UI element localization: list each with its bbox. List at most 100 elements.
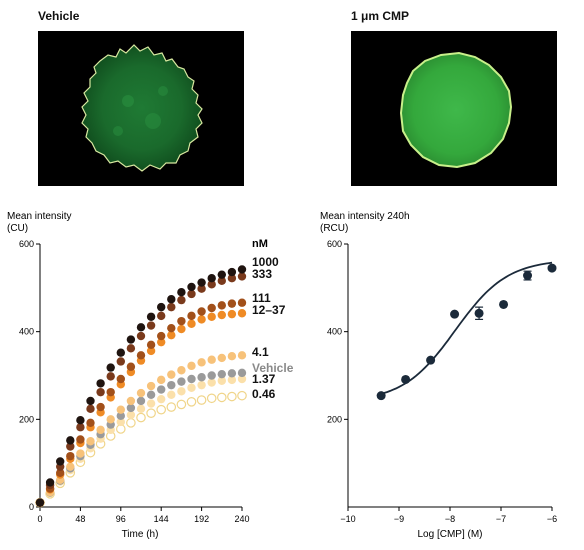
data-point	[66, 436, 75, 445]
right-x-tick-label: −8	[445, 514, 455, 524]
data-point	[177, 387, 186, 396]
data-point	[66, 451, 75, 461]
data-point	[146, 399, 156, 408]
data-point	[76, 435, 85, 444]
dose-point	[450, 309, 460, 319]
data-point	[106, 363, 115, 372]
series-1000	[35, 265, 247, 507]
data-point	[116, 357, 126, 366]
dose-point	[426, 355, 436, 365]
series-label: 1000	[252, 255, 279, 269]
left-xlabel: Time (h)	[122, 529, 159, 540]
data-point	[156, 404, 166, 415]
data-point	[116, 417, 126, 427]
data-point	[197, 278, 206, 287]
data-point	[136, 323, 146, 332]
data-point	[207, 378, 216, 387]
series-4-1	[35, 351, 247, 507]
series-label: 1.37	[252, 372, 276, 386]
dose-response-svg: Mean intensity 240h (RCU) Log [CMP] (M) …	[320, 211, 557, 540]
data-point	[45, 478, 55, 487]
data-point	[86, 437, 95, 446]
data-point	[116, 411, 126, 421]
data-point	[227, 352, 237, 361]
data-point	[157, 311, 166, 321]
data-point	[157, 302, 166, 312]
dose-point	[474, 308, 484, 318]
data-point	[237, 390, 247, 401]
data-point	[66, 442, 75, 451]
data-point	[167, 295, 176, 304]
data-point	[227, 369, 237, 378]
dose-point	[376, 391, 386, 401]
data-point	[126, 362, 136, 371]
series-label: 12–37	[252, 303, 286, 317]
data-point	[206, 393, 217, 404]
data-point	[157, 385, 166, 394]
dose-point	[401, 374, 411, 384]
data-point	[217, 301, 226, 310]
data-point	[227, 299, 237, 308]
time-course-chart: Mean intensity (CU) nM Time (h) 0 48 96 144…	[0, 205, 300, 545]
data-point	[157, 331, 166, 341]
data-point	[187, 374, 196, 384]
data-point	[227, 375, 237, 385]
data-point	[96, 387, 105, 397]
data-point	[187, 383, 196, 392]
dose-response-chart: Mean intensity 240h (RCU) Log [CMP] (M) …	[300, 205, 584, 545]
data-point	[35, 498, 45, 507]
data-point	[176, 399, 187, 410]
vehicle-cell-image	[38, 31, 244, 186]
data-point	[157, 375, 166, 385]
dose-point	[499, 299, 509, 309]
data-point	[167, 323, 176, 333]
series-label: 111	[252, 291, 271, 305]
data-point	[106, 415, 115, 424]
data-point	[187, 361, 196, 371]
data-point	[146, 381, 156, 391]
data-point	[146, 390, 156, 399]
data-point	[217, 392, 227, 403]
data-point	[186, 397, 197, 407]
data-point	[116, 348, 126, 357]
data-point	[126, 344, 136, 353]
right-y-tick-label: 600	[327, 239, 342, 249]
data-point	[86, 418, 95, 428]
data-point	[207, 371, 216, 380]
right-x-tick-label: −10	[340, 514, 355, 524]
data-point	[157, 394, 166, 404]
left-x-tick-label: 0	[37, 514, 42, 524]
data-point	[56, 468, 65, 478]
data-point	[227, 391, 237, 402]
data-point	[76, 449, 85, 458]
time-course-svg: Mean intensity (CU) nM Time (h) 0 48 96 144…	[7, 211, 294, 540]
data-point	[126, 410, 136, 420]
data-point	[116, 405, 126, 414]
data-point	[86, 396, 95, 406]
left-x-tick-label: 96	[116, 514, 126, 524]
data-point	[196, 395, 207, 405]
data-point	[217, 353, 226, 363]
data-point	[116, 374, 126, 384]
data-point	[106, 372, 115, 381]
left-y-tick-label: 200	[19, 414, 34, 424]
data-point	[166, 402, 177, 412]
data-point	[106, 387, 115, 397]
data-point	[217, 270, 226, 279]
data-point	[207, 355, 216, 364]
data-point	[217, 376, 226, 385]
data-point	[187, 319, 196, 328]
right-x-tick-label: −7	[496, 514, 506, 524]
data-point	[227, 309, 237, 319]
right-ylabel-line2: (RCU)	[320, 223, 348, 234]
data-point	[227, 273, 237, 283]
right-x-tick-label: −9	[394, 514, 404, 524]
data-point	[237, 309, 247, 318]
data-point	[197, 380, 206, 390]
right-y-tick-label: 200	[327, 414, 342, 424]
data-point	[177, 295, 186, 305]
data-point	[66, 462, 75, 471]
data-point	[197, 284, 206, 293]
data-point	[187, 311, 196, 321]
data-point	[237, 368, 247, 378]
